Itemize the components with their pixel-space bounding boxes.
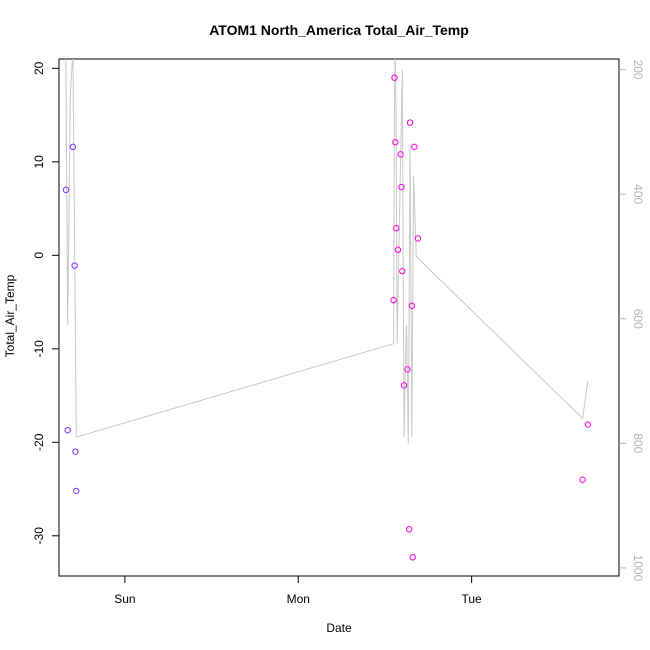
- data-point: [406, 526, 413, 533]
- data-point: [62, 186, 70, 194]
- y2-tick-label: 1000: [631, 555, 645, 582]
- data-point: [584, 421, 591, 428]
- data-point: [399, 268, 406, 275]
- data-point: [579, 476, 586, 483]
- data-point: [69, 143, 77, 151]
- x-tick-label: Tue: [462, 592, 483, 606]
- x-tick-label: Mon: [287, 592, 310, 606]
- data-point: [397, 151, 404, 158]
- plot-box: [58, 58, 620, 577]
- right-y-axis: 200 400 600 800 1000: [619, 60, 645, 582]
- data-point: [406, 119, 414, 126]
- x-axis: Sun Mon Tue: [114, 576, 482, 606]
- data-point: [390, 297, 397, 304]
- data-point: [400, 382, 408, 389]
- data-point: [64, 426, 71, 434]
- y-axis: 20 10 0 -10 -20 -30: [32, 61, 59, 544]
- y2-tick-label: 600: [631, 309, 645, 329]
- data-point: [398, 183, 405, 191]
- y-axis-label: Total_Air_Temp: [3, 274, 17, 357]
- data-point: [409, 554, 416, 561]
- data-point: [73, 487, 80, 495]
- y-tick-label: -30: [32, 527, 46, 545]
- series-line: [65, 59, 589, 444]
- data-point: [71, 262, 78, 269]
- series-line-group: [65, 59, 589, 444]
- y-tick-label: -10: [32, 340, 46, 358]
- data-point: [408, 302, 416, 310]
- y-tick-label: -20: [32, 433, 46, 451]
- y-tick-label: 10: [32, 155, 46, 169]
- data-point: [404, 366, 411, 373]
- points-group: [62, 74, 591, 561]
- chart-title: ATOM1 North_America Total_Air_Temp: [209, 22, 469, 38]
- data-point: [394, 246, 402, 253]
- y2-tick-label: 800: [631, 433, 645, 453]
- data-point: [391, 74, 398, 81]
- y-tick-label: 0: [32, 252, 46, 259]
- y2-tick-label: 400: [631, 184, 645, 204]
- data-point: [72, 448, 79, 455]
- y-tick-label: 20: [32, 61, 46, 75]
- data-point: [414, 235, 422, 242]
- y2-tick-label: 200: [631, 60, 645, 80]
- data-point: [411, 143, 418, 151]
- data-point: [392, 139, 399, 146]
- x-axis-label: Date: [326, 621, 352, 635]
- x-tick-label: Sun: [114, 592, 135, 606]
- data-point: [393, 225, 400, 232]
